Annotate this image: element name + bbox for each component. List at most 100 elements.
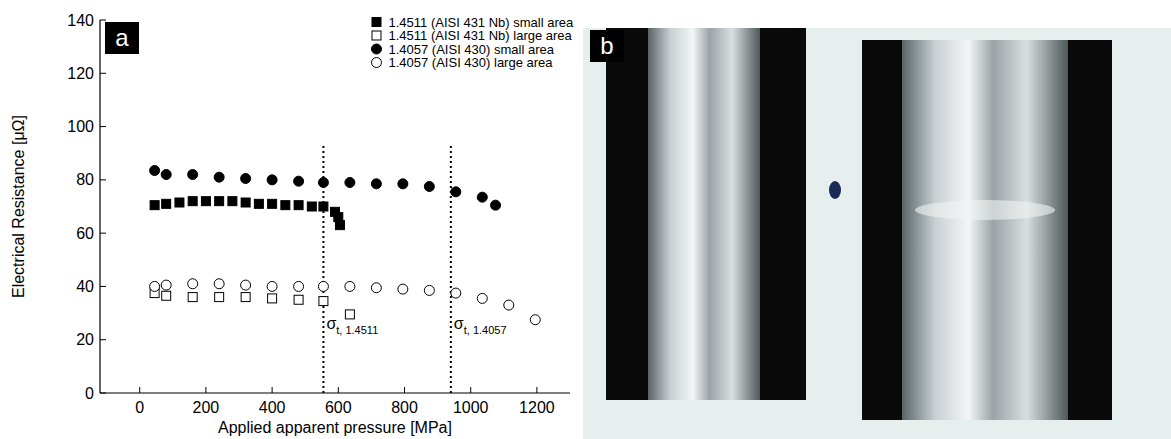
data-point [294, 281, 304, 291]
x-tick-label: 200 [193, 399, 220, 416]
data-point [335, 221, 344, 230]
data-points [150, 166, 541, 325]
legend-marker [371, 58, 381, 68]
data-point [318, 178, 328, 188]
y-tick-label: 80 [76, 171, 94, 188]
y-tick-label: 20 [76, 331, 94, 348]
data-point [241, 174, 251, 184]
data-point [241, 280, 251, 290]
data-point [424, 182, 434, 192]
photo-specimen [902, 40, 1068, 420]
data-point [319, 202, 328, 211]
y-tick [100, 179, 106, 180]
x-tick [536, 387, 537, 393]
annotation-label: σt, 1.4057 [454, 315, 507, 336]
data-point [307, 202, 316, 211]
data-point [294, 295, 303, 304]
data-point [241, 293, 250, 302]
x-tick [205, 387, 206, 393]
y-tick-label: 100 [67, 118, 94, 135]
figure: 020040060080010001200020406080100120140A… [0, 0, 1171, 439]
data-point [267, 281, 277, 291]
panel-label: a [115, 24, 129, 51]
data-point [188, 170, 198, 180]
data-point [150, 166, 160, 176]
y-axis-line [99, 20, 100, 393]
y-tick-label: 60 [76, 225, 94, 242]
annotation-symbol: σ [454, 315, 464, 332]
y-tick [100, 339, 106, 340]
legend-marker [372, 18, 381, 27]
data-point [451, 187, 461, 197]
data-point [268, 199, 277, 208]
data-point [294, 176, 304, 186]
data-point [504, 300, 514, 310]
data-point [162, 291, 171, 300]
data-point [201, 197, 210, 206]
data-point [214, 279, 224, 289]
y-tick [100, 20, 106, 21]
data-point [268, 294, 277, 303]
annotation-subscript: t, 1.4057 [464, 324, 507, 336]
x-tick-label: 1000 [453, 399, 489, 416]
x-axis-title: Applied apparent pressure [MPa] [218, 419, 452, 436]
x-axis-line [100, 392, 570, 393]
y-axis-title: Electrical Resistance [μΩ] [10, 115, 27, 298]
data-point [228, 197, 237, 206]
x-tick-label: 0 [135, 399, 144, 416]
data-point [214, 172, 224, 182]
x-tick [139, 387, 140, 393]
legend-marker [372, 31, 381, 40]
annotation-symbol: σ [326, 315, 336, 332]
data-point [477, 192, 487, 202]
data-point [150, 281, 160, 291]
data-point [371, 283, 381, 293]
data-point [345, 310, 354, 319]
data-point [215, 293, 224, 302]
data-point [371, 179, 381, 189]
data-point [161, 280, 171, 290]
data-point [318, 281, 328, 291]
data-point [398, 284, 408, 294]
data-point [267, 175, 277, 185]
panel-label-box [105, 22, 139, 54]
photo-dark-band [1068, 40, 1112, 420]
photo-dark-band [862, 40, 902, 420]
legend-marker [371, 44, 381, 54]
data-point [188, 197, 197, 206]
y-tick-label: 140 [67, 12, 94, 29]
x-tick-label: 800 [391, 399, 418, 416]
annotation-line [450, 145, 452, 393]
data-point [188, 293, 197, 302]
data-point [530, 315, 540, 325]
panel-label: b [600, 32, 613, 59]
annotation-lines [323, 145, 450, 393]
data-point [175, 198, 184, 207]
photo-highlight [915, 200, 1055, 220]
x-tick [404, 387, 405, 393]
data-point [162, 199, 171, 208]
data-point [281, 201, 290, 210]
y-tick-label: 0 [85, 385, 94, 402]
data-point [161, 170, 171, 180]
x-tick-label: 400 [259, 399, 286, 416]
x-tick-label: 1200 [519, 399, 555, 416]
data-point [241, 198, 250, 207]
photo-dark-band [760, 28, 806, 400]
photo-dark-band [606, 28, 648, 400]
data-point [424, 285, 434, 295]
data-point [345, 281, 355, 291]
x-tick [470, 387, 471, 393]
y-tick [100, 393, 106, 394]
data-point [254, 199, 263, 208]
y-tick [100, 233, 106, 234]
legend: 1.4511 (AISI 431 Nb) small area1.4511 (A… [371, 15, 574, 71]
x-tick-label: 600 [325, 399, 352, 416]
data-point [491, 200, 501, 210]
data-point [188, 279, 198, 289]
data-point [215, 197, 224, 206]
y-tick-label: 120 [67, 65, 94, 82]
y-tick [100, 126, 106, 127]
data-point [345, 178, 355, 188]
data-point [294, 201, 303, 210]
